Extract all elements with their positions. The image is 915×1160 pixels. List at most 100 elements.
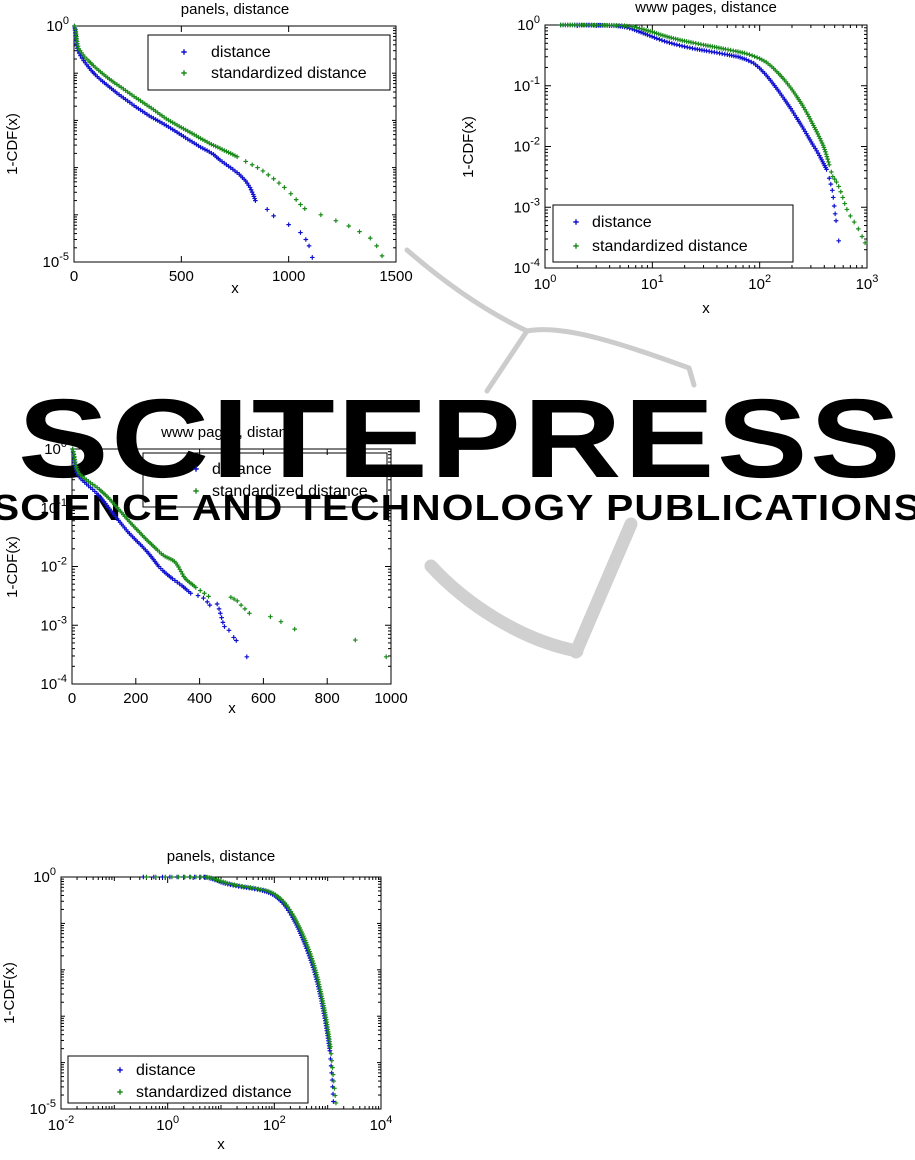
y-axis-label: 1-CDF(x) xyxy=(460,116,477,178)
data-point xyxy=(328,1051,334,1057)
data-point xyxy=(217,610,223,616)
data-point xyxy=(298,202,303,207)
data-point xyxy=(346,223,352,229)
data-point xyxy=(311,963,317,968)
series-distance xyxy=(72,23,315,260)
data-point xyxy=(318,212,324,218)
data-point xyxy=(271,176,277,182)
y-tick-label: 10-3 xyxy=(514,196,540,216)
data-point xyxy=(88,485,94,491)
data-point xyxy=(836,184,842,189)
data-point xyxy=(647,33,653,39)
data-point xyxy=(826,162,832,168)
data-point xyxy=(207,602,213,608)
data-point xyxy=(311,960,316,966)
data-point xyxy=(75,43,81,49)
data-point xyxy=(374,243,380,249)
data-point xyxy=(219,615,225,620)
data-point xyxy=(193,874,199,880)
data-point xyxy=(330,1099,336,1104)
y-tick-label: 10-3 xyxy=(41,614,67,634)
x-axis-label: x xyxy=(228,700,236,717)
data-point xyxy=(305,944,311,950)
plot-title: panels, distance xyxy=(167,848,275,865)
plot-title: panels, distance xyxy=(181,1,289,18)
series-standardized xyxy=(144,874,339,1106)
data-point xyxy=(383,654,389,660)
data-point xyxy=(182,874,188,880)
data-point xyxy=(823,149,828,155)
x-tick-label: 102 xyxy=(748,273,771,293)
legend-marker-standardized xyxy=(181,70,187,76)
series-standardized xyxy=(72,23,385,259)
y-tick-label: 100 xyxy=(46,15,69,35)
axis-tick-labels: 0 500 1000 1500 100 10-5 xyxy=(43,15,413,285)
legend-box xyxy=(552,204,794,263)
data-point xyxy=(631,24,637,30)
data-point xyxy=(312,965,318,971)
legend-box xyxy=(67,1055,309,1104)
data-point xyxy=(308,951,313,957)
series-distance xyxy=(558,22,842,244)
x-tick-label: 800 xyxy=(315,690,340,707)
data-point xyxy=(829,187,835,193)
data-point xyxy=(252,198,258,203)
legend-marker-distance xyxy=(573,219,579,225)
data-point xyxy=(654,36,660,41)
ribbon-branch-left xyxy=(484,328,530,394)
axis-ticks xyxy=(60,876,382,1110)
data-point xyxy=(220,619,226,625)
data-point xyxy=(309,255,315,260)
data-point xyxy=(302,206,308,212)
legend-label: standardized distance xyxy=(212,483,368,500)
data-point xyxy=(844,207,850,212)
y-tick-label: 10-5 xyxy=(43,251,69,271)
legend-marker-distance xyxy=(117,1067,123,1073)
data-point xyxy=(156,564,162,569)
data-point xyxy=(826,175,832,181)
y-axis-label: 1-CDF(x) xyxy=(1,962,18,1024)
data-point xyxy=(216,877,221,883)
data-point xyxy=(268,614,273,620)
swoosh-left-arm xyxy=(424,559,584,658)
data-point xyxy=(851,219,857,225)
y-tick-label: 10-4 xyxy=(514,257,540,277)
data-point xyxy=(831,203,837,209)
data-point xyxy=(157,549,162,555)
x-tick-label: 100 xyxy=(156,1114,179,1134)
data-point xyxy=(246,610,252,616)
data-point xyxy=(840,195,846,200)
data-point xyxy=(748,59,754,65)
data-point xyxy=(652,35,657,40)
data-point xyxy=(859,234,865,239)
watermark-logo-text: SCITEPRESS xyxy=(18,376,903,501)
data-point xyxy=(176,874,181,880)
data-point xyxy=(298,230,303,235)
plot-title: www pages, distance xyxy=(634,0,777,16)
y-tick-label: 10-4 xyxy=(41,673,67,693)
data-point xyxy=(310,958,316,964)
data-point xyxy=(94,485,100,491)
data-point xyxy=(333,1100,339,1106)
data-point xyxy=(307,949,312,955)
data-point xyxy=(72,23,78,29)
data-point xyxy=(198,874,204,880)
data-point xyxy=(255,165,260,170)
data-point xyxy=(90,487,96,492)
x-tick-label: 500 xyxy=(169,268,194,285)
data-point xyxy=(306,946,312,952)
data-point xyxy=(208,875,214,881)
data-point xyxy=(367,235,373,241)
data-point xyxy=(308,953,314,959)
series-standardized xyxy=(558,22,868,246)
data-point xyxy=(172,578,178,583)
data-point xyxy=(234,598,240,604)
swoosh-right-arm xyxy=(569,517,638,659)
axes-box xyxy=(544,24,868,269)
data-point xyxy=(855,226,861,232)
data-point xyxy=(70,446,76,452)
data-point xyxy=(244,654,250,660)
data-point xyxy=(188,590,194,596)
